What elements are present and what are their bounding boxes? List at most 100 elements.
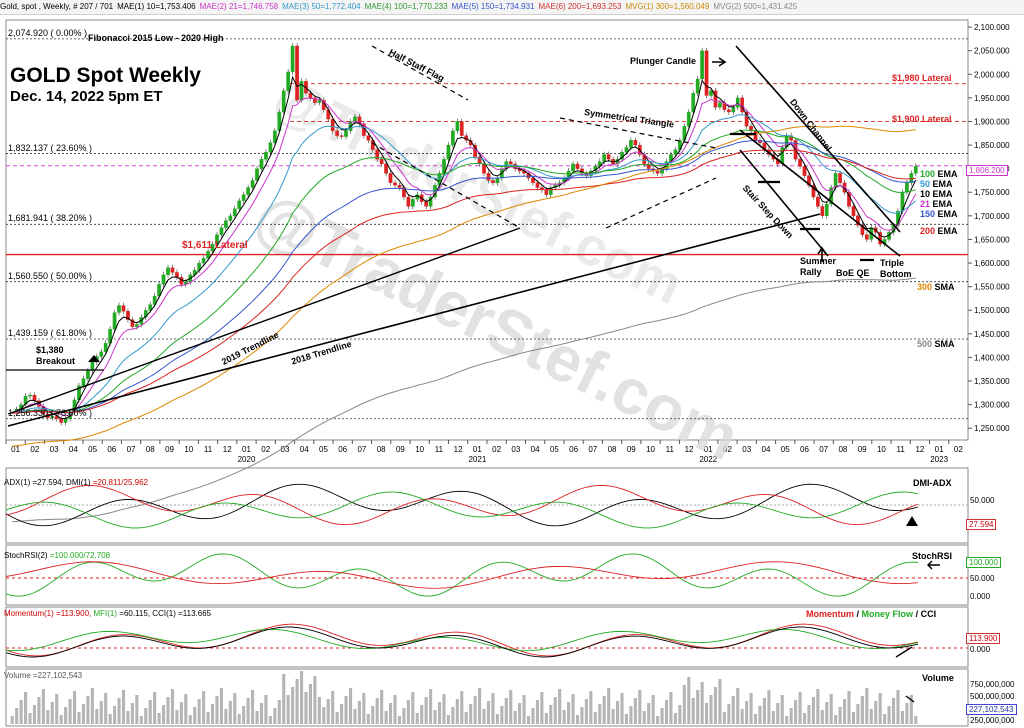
candle-body [860,225,865,235]
volume-bar [486,701,491,724]
volume-bar [246,698,250,724]
momentum-arrow [895,646,913,658]
candle-body [264,151,268,160]
candle-body [410,199,415,207]
candle-body [602,154,607,162]
volume-bar [602,696,606,724]
candle-body [838,173,842,183]
candle-body [802,166,807,176]
volume-bar [19,700,23,724]
x-tick-label: 07 [819,445,828,454]
candle-body [673,149,678,155]
title-sep-2: / [915,609,919,619]
adx-last-box: 27.594 [966,519,997,530]
candle-body [798,159,802,167]
candle-body [606,154,611,160]
ema-label-100: 100 EMA [920,169,958,179]
y-tick-label: 1,550.000 [974,283,1010,292]
volume-bar [758,706,762,724]
candle-body [629,140,633,148]
x-tick-label: 05 [88,445,97,454]
dmi-minus-line [5,491,919,529]
y-tick-label: 1,400.000 [974,353,1010,362]
volume-bar [611,709,615,724]
candle-body [295,45,299,101]
volume-bar [865,688,869,724]
volume-bar [638,690,642,724]
x-year-label: 2023 [930,455,948,464]
candle-body [232,208,237,216]
volume-bar [860,696,864,724]
adx-tick: 50.000 [970,496,995,505]
ema-type: SMA [932,282,955,292]
y-tick-label: 1,350.000 [974,377,1010,386]
x-tick-label: 06 [800,445,809,454]
volume-bar [749,693,753,724]
candle-body [646,163,651,169]
breakout-arrow [88,355,100,362]
volume-last-box: 227,102,543 [966,704,1017,715]
volume-bar [299,671,304,724]
volume-bar [99,701,103,724]
y-tick-label: 1,650.000 [974,235,1010,244]
volume-bar [767,690,771,724]
candle-body [428,196,433,207]
volume-bar [771,711,775,724]
ma-line-21 [12,97,917,417]
candle-body [655,170,660,174]
volume-bar [153,692,157,724]
ema-period: 150 [920,209,936,219]
volume-bar [215,696,219,724]
candle-body [571,163,575,172]
volume-bar [304,692,308,724]
volume-bar [326,699,330,724]
volume-bar [500,706,504,724]
volume-bar [593,712,597,724]
down-channel-lower [739,129,901,257]
volume-bar [273,708,277,724]
volume-bar [202,691,206,724]
y-tick-label: 1,250.000 [974,424,1010,433]
volume-bar [384,711,388,724]
chart-subtitle: Dec. 14, 2022 5pm ET [10,88,163,105]
candle-body [210,244,215,252]
current-price-box: 1,806.200 [966,165,1008,176]
ema-period: 50 [920,179,931,189]
volume-bar [575,715,580,724]
indicator-2: MAE(3) 50=1,772.404 [282,2,361,11]
volume-bar [157,713,161,724]
stoch-title: StochRSI [912,551,953,561]
volume-bar [446,715,450,724]
chart-title-block: GOLD Spot Weekly Dec. 14, 2022 5pm ET [10,64,201,106]
cci-value: =113.665 [178,609,212,618]
lateral-1611-label: $1,611 Lateral [182,240,248,251]
momentum-last-box: 113.900 [966,633,1001,644]
x-tick-label: 01 [704,445,713,454]
plunger-arrow [712,57,727,67]
volume-bar [406,700,410,724]
volume-bar [121,690,126,724]
fib-label-4: 1,439.159 ( 61.80% ) [8,328,93,338]
candle-body [709,90,713,96]
ma-line-50 [12,114,917,414]
candle-body [206,251,210,259]
ema-period: 200 [920,226,936,236]
cci-name: CCI(1) [152,609,176,618]
volume-bar [780,695,784,724]
volume-bar [567,702,571,724]
volume-bar [660,708,664,724]
adx-name: ADX(1) [4,478,31,487]
volume-bar [268,716,272,724]
volume-bar [295,679,299,724]
candle-body [642,154,647,165]
volume-bar [785,716,789,724]
cci-title-part: CCI [920,609,937,619]
y-tick-label: 2,000.000 [974,70,1010,79]
volume-bar [162,705,166,724]
candle-body [468,140,473,146]
volume-bar [624,714,629,724]
volume-bar [811,697,815,724]
volume-bar [798,692,802,724]
volume-bar [117,698,121,724]
volume-bar [402,708,406,724]
